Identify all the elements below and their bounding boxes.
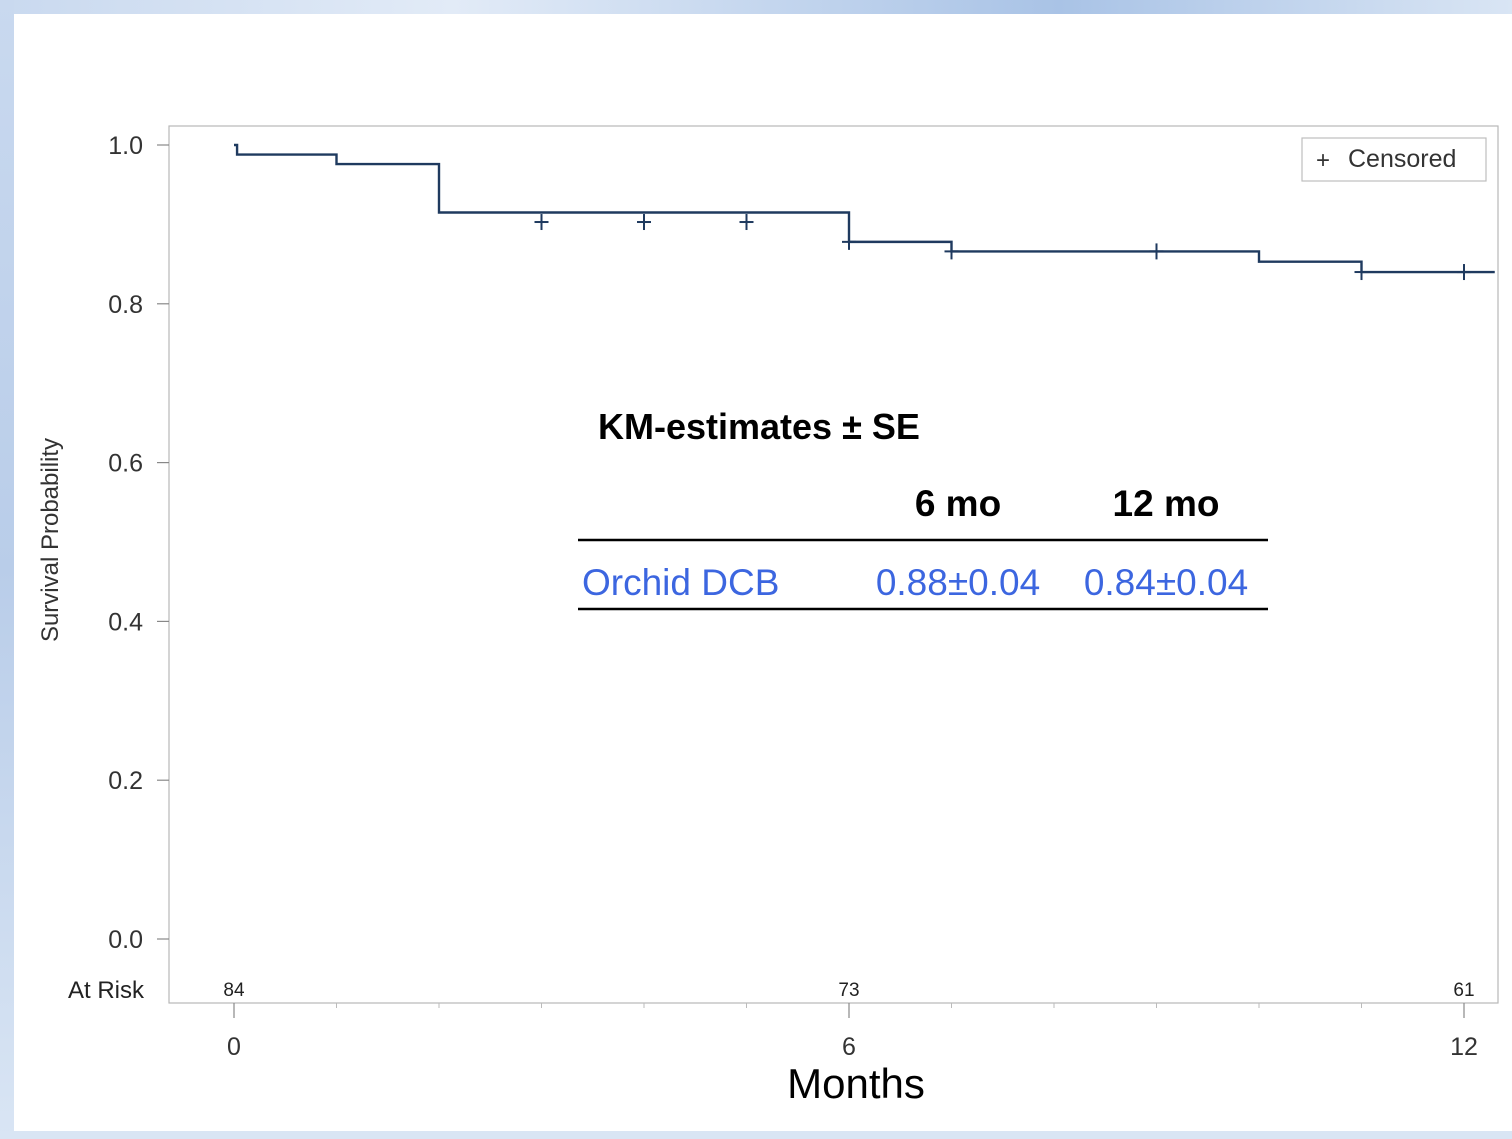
km-estimates-table: KM-estimates ± SE 6 mo 12 mo Orchid DCB … xyxy=(578,406,1268,611)
km-survival-curve xyxy=(234,143,1495,274)
slide-frame-top xyxy=(0,0,1512,14)
km-table-row-6mo-value: 0.88±0.04 xyxy=(876,562,1040,603)
slide-frame-left xyxy=(0,0,14,1139)
y-axis: 0.0 0.2 0.4 0.6 0.8 1.0 xyxy=(108,132,169,954)
plot-frame xyxy=(168,125,1499,1004)
km-table-header-12mo: 12 mo xyxy=(1113,483,1220,524)
legend-label: Censored xyxy=(1348,145,1456,173)
censor-marks xyxy=(534,214,1471,281)
x-tick-label: 6 xyxy=(842,1033,856,1061)
km-table-title: KM-estimates ± SE xyxy=(598,406,920,447)
slide-frame-bottom xyxy=(0,1131,1512,1139)
y-tick-label: 0.0 xyxy=(108,926,143,954)
x-tick-label: 0 xyxy=(227,1033,241,1061)
y-tick-label: 0.4 xyxy=(108,608,143,636)
km-table-row-12mo-value: 0.84±0.04 xyxy=(1084,562,1248,603)
at-risk-label: At Risk xyxy=(68,977,145,1004)
legend-box xyxy=(1301,137,1487,182)
at-risk-value: 73 xyxy=(838,980,859,1001)
x-axis: 0 6 12 xyxy=(227,1003,1478,1061)
km-table-row-label: Orchid DCB xyxy=(582,562,779,603)
x-axis-label: Months xyxy=(787,1060,925,1107)
at-risk-value: 84 xyxy=(223,980,245,1001)
legend-symbol: + xyxy=(1316,147,1330,174)
y-tick-label: 0.6 xyxy=(108,450,143,478)
y-tick-label: 1.0 xyxy=(108,132,143,160)
y-axis-label: Survival Probability xyxy=(37,438,64,642)
y-tick-label: 0.8 xyxy=(108,291,143,319)
at-risk-row: 84 73 61 xyxy=(223,980,1474,1001)
y-tick-label: 0.2 xyxy=(108,767,143,795)
at-risk-value: 61 xyxy=(1453,980,1474,1001)
km-table-header-6mo: 6 mo xyxy=(915,483,1001,524)
legend: + Censored xyxy=(1301,137,1487,182)
x-tick-label: 12 xyxy=(1450,1033,1478,1061)
